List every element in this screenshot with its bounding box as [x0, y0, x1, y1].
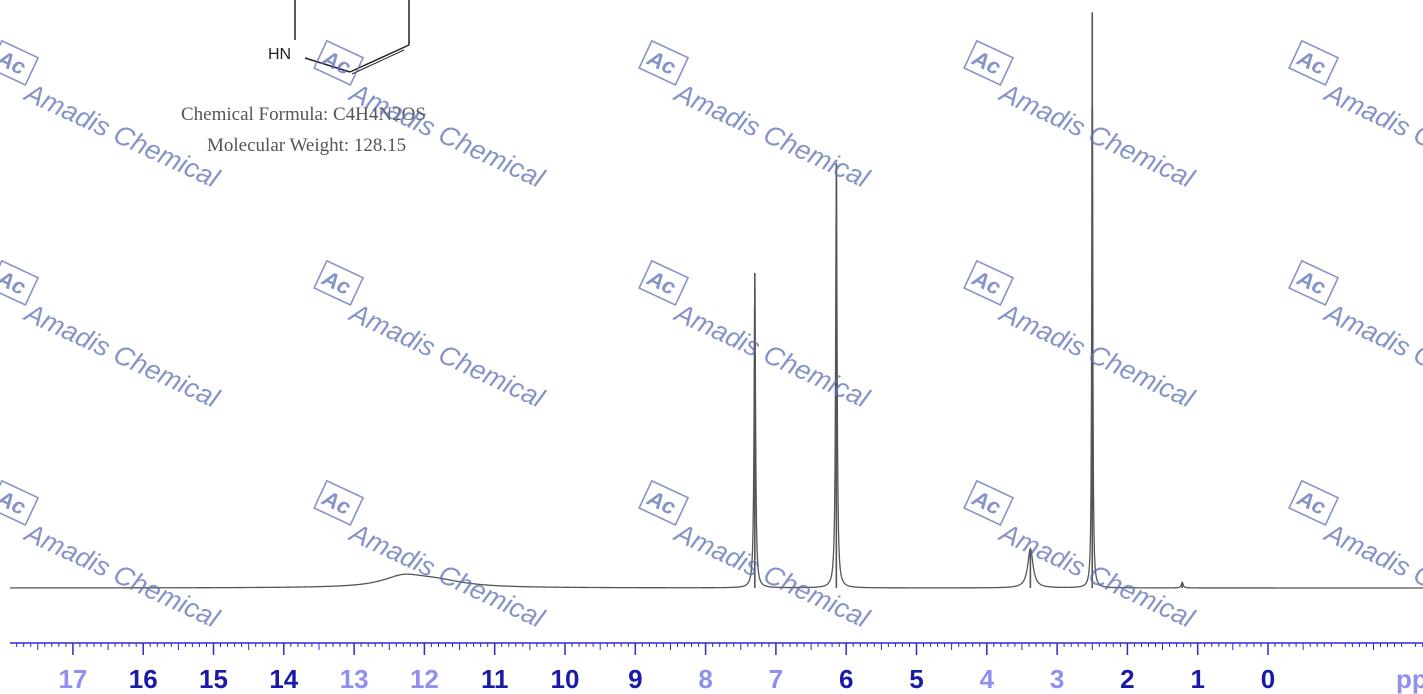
watermark-logo: Ac [0, 265, 30, 300]
weight-line: Molecular Weight: 128.15 [207, 135, 406, 156]
watermark-text: Amadis Chemical [19, 517, 225, 634]
spectrum-trace [10, 106, 1423, 589]
watermark-logo: Ac [968, 265, 1005, 300]
formula-line: Chemical Formula: C4H4N2OS [181, 104, 426, 125]
watermark-logo-box [0, 39, 40, 87]
molecule-structure: HN [268, 0, 410, 75]
watermark-text: Amadis Chemical [669, 517, 875, 634]
watermark-text: Amadis Chemical [19, 77, 225, 194]
watermark-logo-box [1288, 39, 1340, 87]
watermark-logo: Ac [1293, 485, 1330, 520]
axis-tick-label: 12 [410, 664, 439, 694]
axis-tick-label: 5 [909, 664, 923, 694]
watermark-logo-box [0, 479, 40, 527]
axis-tick-label: 15 [199, 664, 228, 694]
axis-tick-label: 6 [839, 664, 853, 694]
formula-value: C4H4N2OS [333, 104, 426, 125]
axis-tick-label: 11 [481, 664, 509, 694]
axis-tick-label: 13 [340, 664, 369, 694]
watermark-logo-box [1288, 479, 1340, 527]
axis-tick-label: 7 [769, 664, 783, 694]
watermark-logo-box [313, 479, 365, 527]
axis-tick-label: 8 [698, 664, 712, 694]
watermark-logo: Ac [0, 485, 30, 520]
weight-label: Molecular Weight: [207, 135, 349, 156]
watermark-text: Amadis Chemical [669, 77, 875, 194]
axis-minor-ticks [16, 643, 1423, 650]
watermark-logo-box [638, 479, 690, 527]
axis-major-ticks [72, 643, 1269, 655]
watermark-logo: Ac [318, 45, 355, 80]
axis-tick-label: 1 [1190, 664, 1204, 694]
watermark-text: Amadis Chemical [1319, 297, 1423, 414]
axis-tick-label: 2 [1120, 664, 1134, 694]
watermark-logo: Ac [1293, 265, 1330, 300]
watermark-logo: Ac [968, 485, 1005, 520]
watermark-text: Amadis Chemical [994, 297, 1200, 414]
watermark-logo: Ac [318, 265, 355, 300]
watermark-text: Amadis Chemical [344, 297, 550, 414]
watermark-text: Amadis Chemical [1319, 77, 1423, 194]
watermark-logo-box [313, 259, 365, 307]
axis-tick-labels: 17 16 15 14 13 12 11 10 9 8 7 6 5 4 3 2 1 0 [58, 664, 1275, 694]
watermark-logo-box [0, 259, 40, 307]
axis-tick-label: 17 [58, 664, 87, 694]
watermark-text: Amadis Chemical [669, 297, 875, 414]
watermark-logo-box [963, 259, 1015, 307]
watermark-text: Amadis Chemical [1319, 517, 1423, 634]
watermark-logo: Ac [643, 45, 680, 80]
watermark-logo: Ac [643, 265, 680, 300]
watermark-logo: Ac [643, 485, 680, 520]
watermark-logo-box [963, 479, 1015, 527]
axis-tick-label: 4 [980, 664, 995, 694]
watermark-logo: Ac [0, 45, 30, 80]
axis-unit-label: ppm [1396, 664, 1423, 694]
watermark-text: Amadis Chemical [994, 77, 1200, 194]
watermark-logo-box [638, 259, 690, 307]
axis-tick-label: 0 [1261, 664, 1275, 694]
watermark-logo: Ac [968, 45, 1005, 80]
axis-tick-label: 3 [1050, 664, 1064, 694]
atom-label-hn: HN [268, 46, 291, 63]
watermark-logo-box [1288, 259, 1340, 307]
watermark-text: Amadis Chemical [19, 297, 225, 414]
watermark-text: Amadis Chemical [344, 517, 550, 634]
compound-info: Chemical Formula: C4H4N2OS Molecular Wei… [181, 104, 426, 156]
watermark-logo-box [963, 39, 1015, 87]
axis-tick-label: 9 [628, 664, 642, 694]
watermark-logo: Ac [318, 485, 355, 520]
formula-label: Chemical Formula: [181, 104, 328, 125]
watermark-logo-box [638, 39, 690, 87]
watermark-logo: Ac [1293, 45, 1330, 80]
weight-value: 128.15 [354, 135, 406, 156]
axis-tick-label: 16 [129, 664, 158, 694]
axis-tick-label: 10 [551, 664, 580, 694]
axis-tick-label: 14 [269, 664, 298, 694]
